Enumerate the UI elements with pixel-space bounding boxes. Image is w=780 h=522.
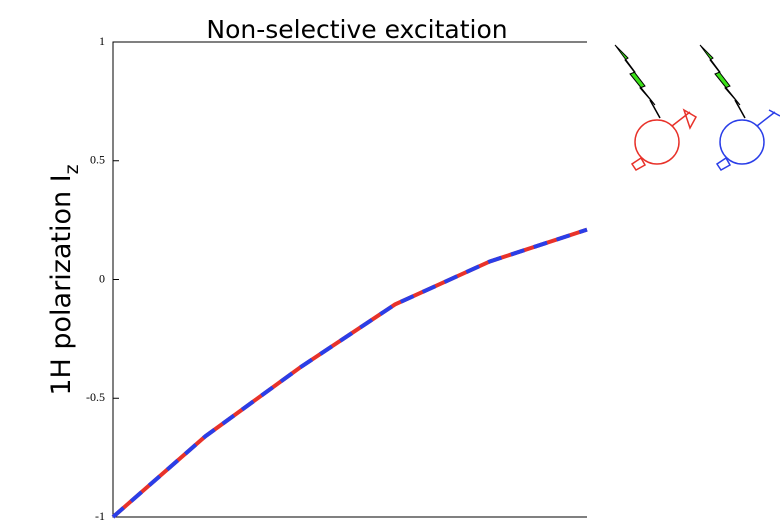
plot-frame <box>112 41 587 518</box>
data-line <box>111 227 588 519</box>
lightning-bolt <box>699 44 741 106</box>
y-tick-label: -0.5 <box>86 390 105 404</box>
chart-title: Non-selective excitation <box>206 15 507 44</box>
y-tick-label: 0.5 <box>90 153 105 167</box>
data-line <box>111 227 588 519</box>
spin-arrow-blue <box>715 109 780 171</box>
y-axis-label-subscript: z <box>61 164 83 174</box>
y-tick-label: -1 <box>95 509 105 522</box>
lightning-bolt <box>614 44 656 106</box>
y-tick-label: 1 <box>99 34 105 48</box>
spin-icons <box>614 44 780 171</box>
y-axis-label: 1H polarization Iz <box>46 164 83 395</box>
y-tick-label: 0 <box>99 271 105 285</box>
bolt-tail <box>649 99 661 119</box>
bolt-tail <box>734 99 746 119</box>
y-axis-label-text: 1H polarization I <box>46 174 77 395</box>
spin-arrow-red <box>630 108 698 171</box>
spin-circle-blue <box>719 119 765 165</box>
spin-circle-red <box>634 119 680 165</box>
